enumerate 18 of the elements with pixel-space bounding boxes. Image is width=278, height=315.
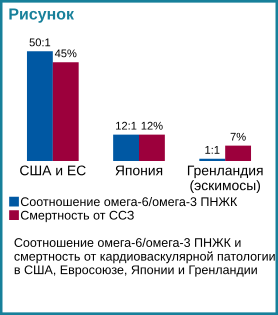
bar bbox=[26, 51, 53, 161]
data-label: 45% bbox=[54, 49, 76, 58]
x-tick-label: США и ЕС bbox=[20, 166, 86, 176]
bar bbox=[139, 134, 165, 161]
bar bbox=[52, 62, 79, 161]
data-label: 1:1 bbox=[205, 146, 220, 154]
text: Соотношение омега-6/омега-3 ПНЖК и смертность от кардиоваскулярной патологии в США, Евросоюзе, Японии и Гренландии bbox=[14, 238, 275, 277]
bar bbox=[225, 146, 252, 161]
x-tick-label: Япония bbox=[116, 166, 162, 176]
data-label: 12% bbox=[142, 122, 163, 130]
data-label: 12:1 bbox=[116, 122, 136, 130]
data-label: 7% bbox=[230, 132, 246, 141]
bar bbox=[113, 134, 139, 161]
legend-label: Смертность от ССЗ bbox=[20, 210, 134, 222]
chart-title: Рисунок bbox=[9, 8, 74, 23]
legend-label: Соотношение омега-6/омега-3 ПНЖК bbox=[20, 196, 238, 206]
x-tick-label: Гренландия (эскимосы) bbox=[188, 166, 263, 194]
data-label: 50:1 bbox=[30, 38, 50, 46]
